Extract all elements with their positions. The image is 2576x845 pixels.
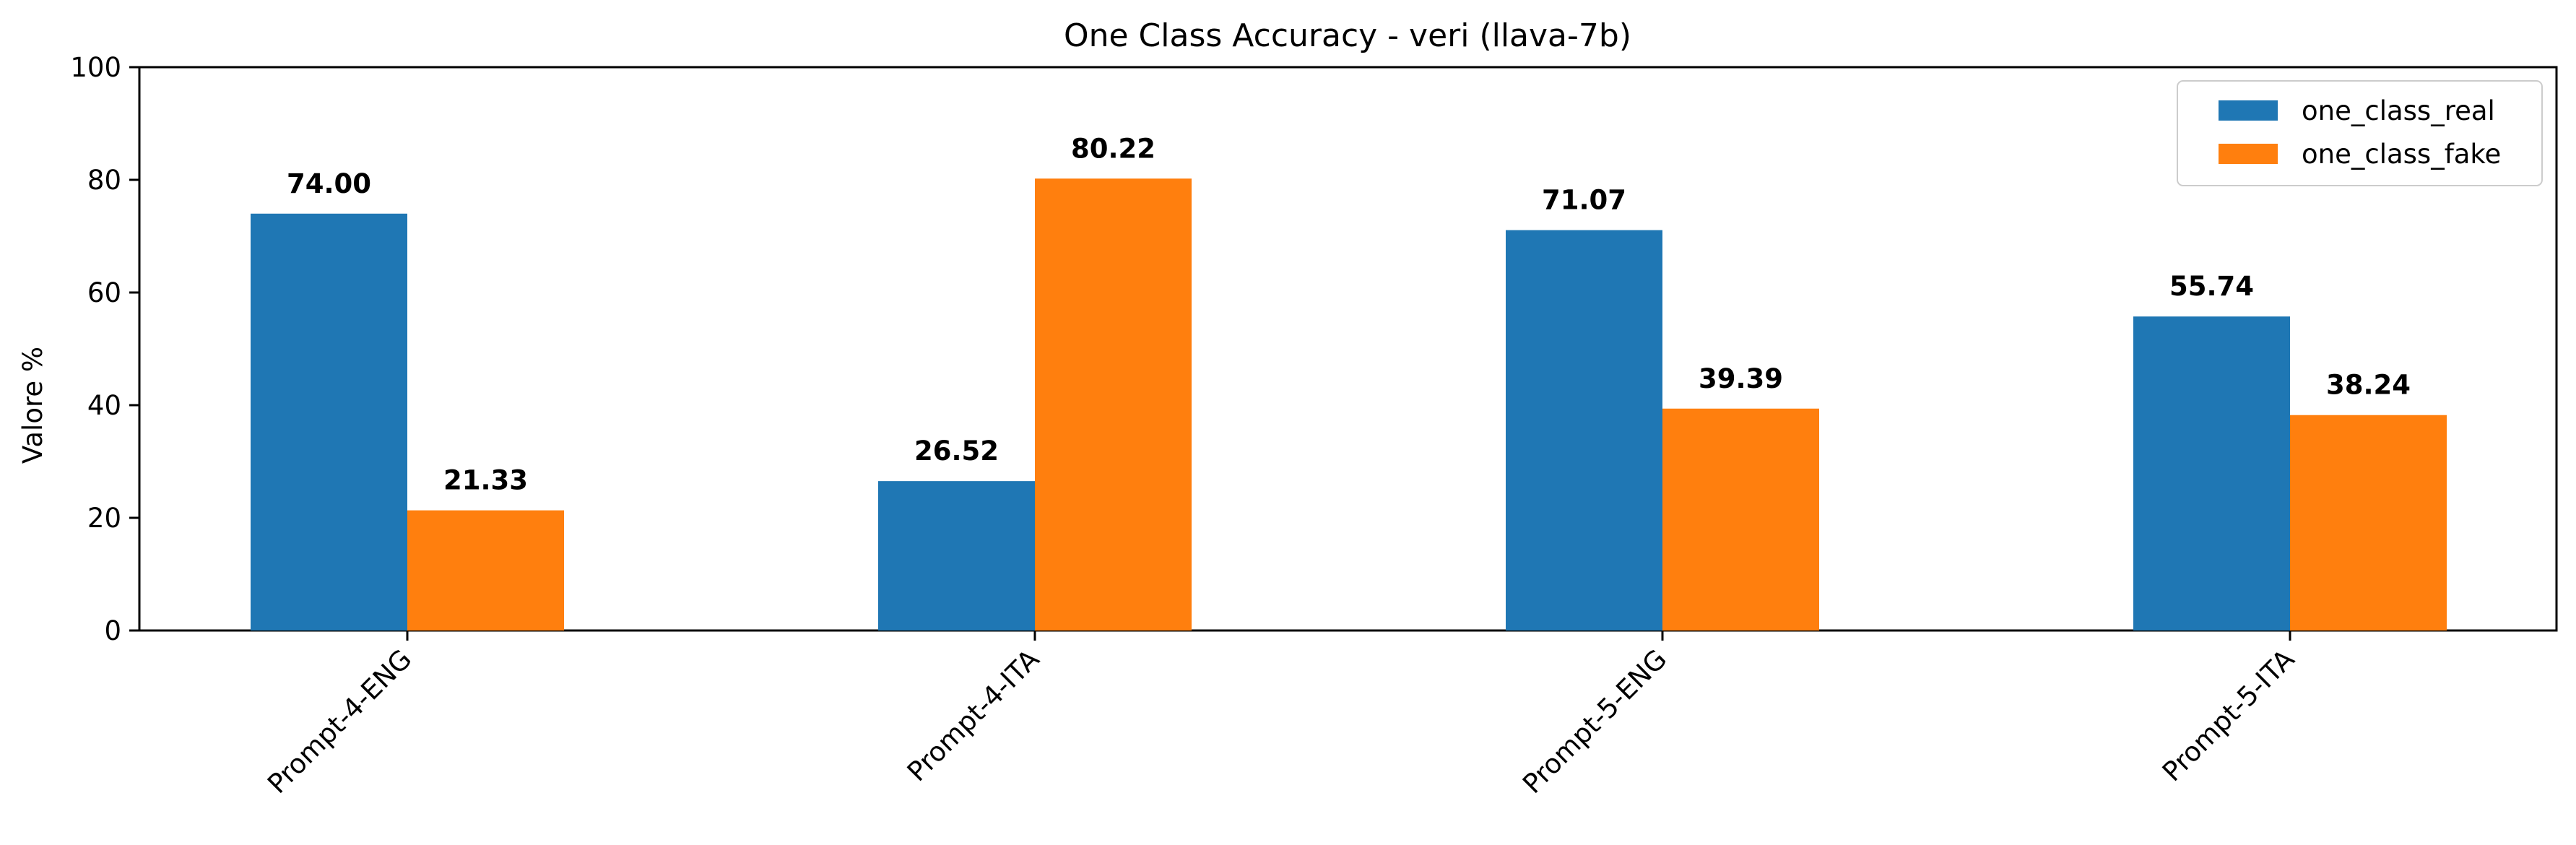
bar-one-class-fake xyxy=(2290,415,2447,630)
x-tick-label: Prompt-4-ITA xyxy=(901,644,1045,787)
legend-swatch xyxy=(2219,100,2278,121)
data-label: 80.22 xyxy=(1071,133,1155,164)
bar-one-class-fake xyxy=(1662,408,1819,630)
bar-one-class-fake xyxy=(1035,178,1192,630)
data-label: 26.52 xyxy=(914,436,999,467)
data-label: 71.07 xyxy=(1542,185,1626,216)
bar-one-class-real xyxy=(251,213,407,630)
data-label: 55.74 xyxy=(2169,271,2254,302)
y-tick-label: 0 xyxy=(104,615,121,646)
legend-label: one_class_real xyxy=(2302,95,2495,126)
data-label: 39.39 xyxy=(1699,363,1783,394)
x-tick-label: Prompt-5-ENG xyxy=(1517,644,1673,800)
y-tick-label: 60 xyxy=(87,277,121,308)
plot-frame xyxy=(138,66,2558,632)
y-tick-label: 20 xyxy=(87,503,121,534)
y-tick-label: 40 xyxy=(87,390,121,421)
y-tick-label: 100 xyxy=(70,52,121,83)
legend-label: one_class_fake xyxy=(2302,139,2501,170)
bar-one-class-real xyxy=(1506,230,1662,630)
data-label: 74.00 xyxy=(287,168,371,199)
y-tick-label: 80 xyxy=(87,165,121,196)
bar-one-class-real xyxy=(2133,316,2290,630)
legend-swatch xyxy=(2219,144,2278,164)
data-label: 38.24 xyxy=(2326,370,2411,401)
bar-one-class-fake xyxy=(407,510,564,630)
data-label: 21.33 xyxy=(443,465,528,496)
bar-one-class-real xyxy=(878,481,1035,630)
x-tick-label: Prompt-4-ENG xyxy=(261,644,417,800)
legend: one_class_real one_class_fake xyxy=(2177,80,2543,186)
chart-title: One Class Accuracy - veri (llava-7b) xyxy=(1064,17,1631,54)
y-axis-label: Valore % xyxy=(17,347,48,464)
x-tick-label: Prompt-5-ITA xyxy=(2156,644,2300,787)
